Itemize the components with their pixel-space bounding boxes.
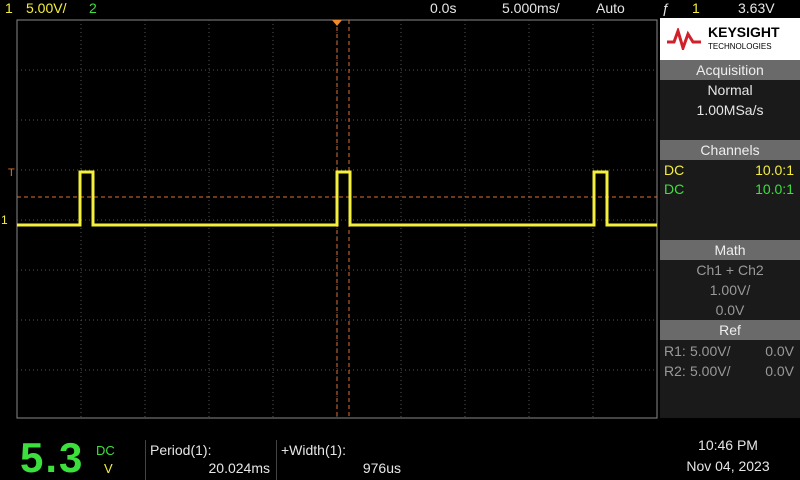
brand-name: KEYSIGHT (708, 24, 780, 40)
trigger-source[interactable]: 1 (692, 0, 700, 16)
meas-label: Period(1): (150, 442, 212, 458)
ref-scale: 5.00V/ (690, 363, 731, 379)
timebase[interactable]: 5.000ms/ (502, 0, 560, 16)
math-offset: 0.0V (715, 302, 745, 318)
ref-label: R1: (664, 343, 686, 359)
acq-panel: Normal 1.00MSa/s (660, 80, 800, 140)
acq-mode: Normal (707, 82, 753, 98)
ch1-scale[interactable]: 5.00V/ (26, 0, 67, 16)
logo-box: KEYSIGHT TECHNOLOGIES (660, 18, 800, 60)
ref-offset: 0.0V (765, 363, 794, 379)
meas-value: 976us (362, 460, 401, 476)
trigger-mode[interactable]: Auto (596, 0, 625, 16)
ch1-num[interactable]: 1 (5, 0, 13, 16)
trigger-position (332, 20, 342, 26)
ch2-num[interactable]: 2 (89, 0, 97, 16)
trigger-level[interactable]: 3.63V (738, 0, 775, 16)
ch-panel: DC 10.0:1 DC 10.0:1 (660, 160, 800, 240)
meter-reading: 5.3 (20, 434, 85, 480)
ref-offset: 0.0V (765, 343, 794, 359)
meas-value: 20.024ms (208, 460, 270, 476)
acq-header[interactable]: Acquisition (660, 60, 800, 80)
math-panel: Ch1 + Ch2 1.00V/ 0.0V (660, 260, 800, 320)
clock-time: 10:46 PM (698, 437, 758, 453)
math-expr: Ch1 + Ch2 (696, 262, 764, 278)
ch1-coupling: DC (664, 162, 685, 178)
delay[interactable]: 0.0s (430, 0, 457, 16)
meter-coupling: DC (96, 443, 115, 458)
waveform-area: T 1 (1, 19, 658, 419)
clock-date: Nov 04, 2023 (686, 458, 770, 474)
meas-box[interactable]: +Width(1): 976us (276, 440, 407, 480)
meas-box[interactable]: Period(1): 20.024ms (145, 440, 276, 480)
meas-label: +Width(1): (281, 442, 346, 458)
ch1-marker: 1 (1, 213, 8, 227)
meter-unit: V (104, 461, 113, 476)
ref-panel: R1: 5.00V/ 0.0V R2: 5.00V/ 0.0V (660, 340, 800, 418)
math-header[interactable]: Math (660, 240, 800, 260)
ref-label: R2: (664, 363, 686, 379)
acq-rate: 1.00MSa/s (696, 102, 764, 118)
trigger-icon: ƒ (662, 0, 670, 16)
math-scale: 1.00V/ (709, 282, 751, 298)
trigger-marker: T (8, 167, 15, 179)
ref-header[interactable]: Ref (660, 320, 800, 340)
logo-wave (667, 28, 701, 50)
ch1-probe: 10.0:1 (755, 162, 794, 178)
ch2-probe: 10.0:1 (755, 181, 794, 197)
ch2-coupling: DC (664, 181, 685, 197)
brand-sub: TECHNOLOGIES (708, 42, 772, 51)
ch-header[interactable]: Channels (660, 140, 800, 160)
ch1-trace (17, 170, 657, 227)
ref-scale: 5.00V/ (690, 343, 731, 359)
